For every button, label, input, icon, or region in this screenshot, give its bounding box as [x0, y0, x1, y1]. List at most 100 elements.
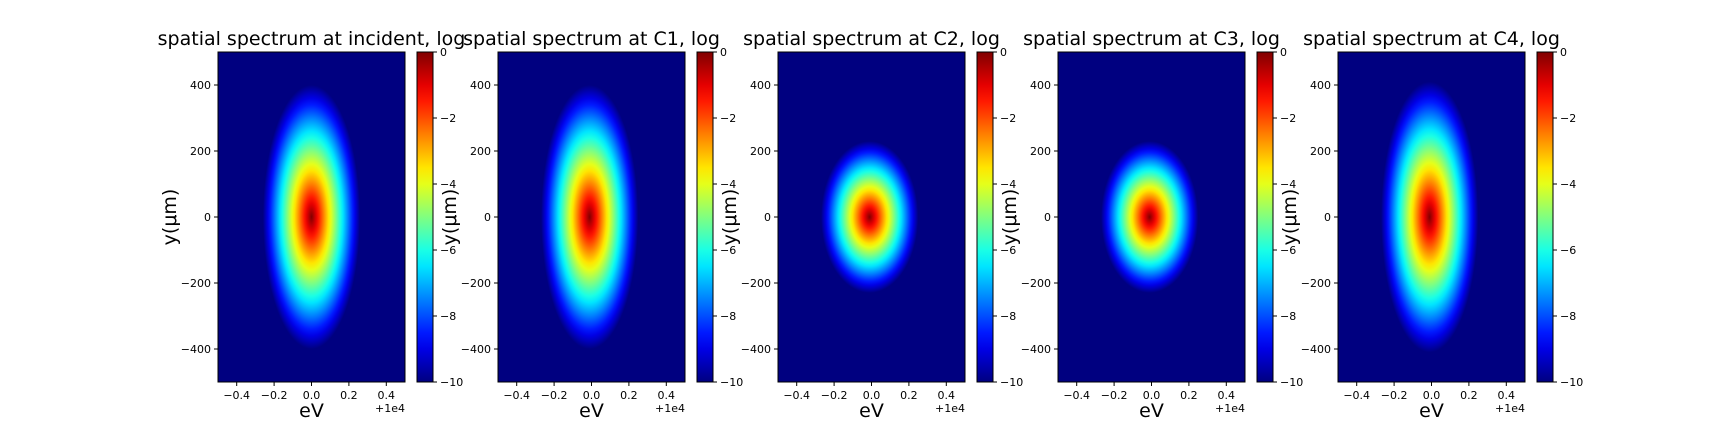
colorbar-tick-label: −2: [1000, 112, 1016, 125]
x-tick-label: −0.2: [1101, 389, 1128, 402]
y-tick-label: 400: [1310, 79, 1331, 92]
colorbar: [1537, 52, 1553, 382]
y-tick-label: 200: [190, 145, 211, 158]
chart-title: spatial spectrum at C4, log: [1303, 28, 1560, 50]
colorbar-tick-label: −10: [1280, 376, 1303, 389]
colorbar-tick-label: 0: [440, 46, 447, 59]
y-tick-label: 400: [750, 79, 771, 92]
colorbar-frame: [1256, 51, 1274, 383]
y-tick-label: −200: [181, 277, 211, 290]
y-tick-label: −200: [741, 277, 771, 290]
colorbar-tick-label: −8: [1560, 310, 1576, 323]
y-tick-label: −400: [181, 343, 211, 356]
x-tick-label: 0.0: [1423, 389, 1441, 402]
chart-title: spatial spectrum at C3, log: [1023, 28, 1280, 50]
y-tick-label: 0: [1324, 211, 1331, 224]
x-offset-label: +1e4: [375, 402, 405, 415]
chart-panel-1: spatial spectrum at incident, log −0.4 −0.…: [158, 28, 466, 422]
x-tick-label: 0.4: [1218, 389, 1236, 402]
colorbar-tick-label: −10: [720, 376, 743, 389]
x-offset-label: +1e4: [1215, 402, 1245, 415]
y-tick-label: 200: [750, 145, 771, 158]
y-tick-label: −400: [1301, 343, 1331, 356]
colorbar-tick-label: −6: [1000, 244, 1016, 257]
colorbar-frame: [696, 51, 714, 383]
y-tick-label: 0: [204, 211, 211, 224]
x-tick-label: 0.0: [1143, 389, 1161, 402]
colorbar-frame: [416, 51, 434, 383]
heatmap-spot: [1381, 81, 1479, 353]
colorbar-tick-label: −4: [1560, 178, 1576, 191]
y-axis-label: y(μm): [999, 189, 1021, 246]
colorbar-tick-label: 0: [720, 46, 727, 59]
colorbar-tick-label: −4: [1280, 178, 1296, 191]
x-axis-label: eV: [1419, 400, 1444, 422]
colorbar-tick-label: −8: [1280, 310, 1296, 323]
colorbar-tick-label: −8: [440, 310, 456, 323]
colorbar: [417, 52, 433, 382]
colorbar-tick-label: −6: [1280, 244, 1296, 257]
chart-title: spatial spectrum at incident, log: [158, 28, 466, 50]
y-tick-label: −400: [1021, 343, 1051, 356]
y-tick-label: 200: [470, 145, 491, 158]
y-tick-label: 0: [1044, 211, 1051, 224]
y-axis-label: y(μm): [719, 189, 741, 246]
x-offset-label: +1e4: [935, 402, 965, 415]
colorbar-tick-label: −6: [720, 244, 736, 257]
x-tick-label: 0.2: [900, 389, 918, 402]
x-axis-label: eV: [859, 400, 884, 422]
heatmap-spot: [1101, 141, 1199, 293]
colorbar: [977, 52, 993, 382]
colorbar-tick-label: −10: [1000, 376, 1023, 389]
colorbar-tick-label: −2: [1560, 112, 1576, 125]
colorbar-tick-label: −8: [720, 310, 736, 323]
colorbar-tick-label: −6: [1560, 244, 1576, 257]
colorbar-tick-label: 0: [1280, 46, 1287, 59]
chart-panel-2: spatial spectrum at C1, log −0.4 −0.2 0.0 0.…: [439, 28, 743, 422]
y-axis-label: y(μm): [1279, 189, 1301, 246]
y-axis-label: y(μm): [159, 189, 181, 246]
y-tick-label: 400: [1030, 79, 1051, 92]
y-tick-label: −200: [1021, 277, 1051, 290]
chart-panel-3: spatial spectrum at C2, log −0.4 −0.2 0.0 0.…: [719, 28, 1023, 422]
chart-panel-5: spatial spectrum at C4, log −0.4 −0.2 0.0 0.…: [1279, 28, 1583, 422]
colorbar-frame: [976, 51, 994, 383]
x-tick-label: 0.2: [1460, 389, 1478, 402]
y-tick-label: −200: [461, 277, 491, 290]
colorbar-tick-label: −4: [1000, 178, 1016, 191]
y-tick-label: −200: [1301, 277, 1331, 290]
y-tick-label: 200: [1310, 145, 1331, 158]
chart-title: spatial spectrum at C1, log: [463, 28, 720, 50]
x-tick-label: 0.4: [938, 389, 956, 402]
x-tick-label: −0.2: [261, 389, 288, 402]
colorbar-tick-label: 0: [1560, 46, 1567, 59]
x-tick-label: −0.2: [821, 389, 848, 402]
y-tick-label: 400: [470, 79, 491, 92]
heatmap-spot: [821, 141, 919, 293]
x-tick-label: −0.4: [223, 389, 250, 402]
x-tick-label: 0.2: [1180, 389, 1198, 402]
y-tick-label: 400: [190, 79, 211, 92]
x-tick-label: 0.0: [303, 389, 321, 402]
colorbar-tick-label: 0: [1000, 46, 1007, 59]
x-tick-label: −0.4: [1063, 389, 1090, 402]
y-tick-label: 200: [1030, 145, 1051, 158]
x-offset-label: +1e4: [1495, 402, 1525, 415]
x-tick-label: −0.4: [1343, 389, 1370, 402]
x-tick-label: 0.4: [378, 389, 396, 402]
y-tick-label: 0: [484, 211, 491, 224]
y-axis-label: y(μm): [439, 189, 461, 246]
chart-panel-4: spatial spectrum at C3, log −0.4 −0.2 0.0 0.…: [999, 28, 1303, 422]
y-tick-label: −400: [741, 343, 771, 356]
colorbar-tick-label: −6: [440, 244, 456, 257]
colorbar-frame: [1536, 51, 1554, 383]
colorbar-tick-label: −10: [440, 376, 463, 389]
colorbar-tick-label: −10: [1560, 376, 1583, 389]
x-offset-label: +1e4: [655, 402, 685, 415]
x-tick-label: 0.4: [658, 389, 676, 402]
colorbar-tick-label: −2: [1280, 112, 1296, 125]
y-tick-label: 0: [764, 211, 771, 224]
x-axis-label: eV: [579, 400, 604, 422]
x-tick-label: 0.0: [583, 389, 601, 402]
